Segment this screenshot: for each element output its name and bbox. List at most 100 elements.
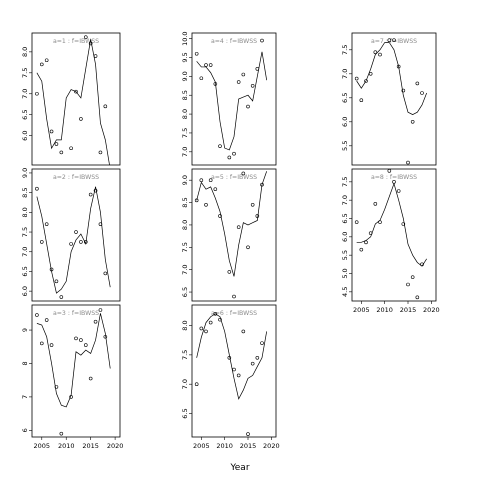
panel-3-data-point bbox=[74, 336, 78, 341]
panel-1-data-point bbox=[88, 41, 93, 46]
panel-1-y-tick-label: 6.5 bbox=[21, 110, 29, 120]
panel-8-y-tick-label: 7.0 bbox=[341, 195, 349, 205]
panel-4-data-point bbox=[194, 51, 199, 56]
panel-8-x-tick-label: 2015 bbox=[400, 306, 417, 314]
panel-8-data bbox=[354, 169, 427, 300]
panel-2-data-point bbox=[88, 192, 93, 197]
panel-5-data-point bbox=[218, 214, 222, 218]
panel-2-y-tick-label: 6.5 bbox=[21, 266, 29, 276]
panel-4-data-point bbox=[250, 84, 255, 88]
panel-6-data-point bbox=[213, 311, 218, 316]
panel-4-y-tick-label: 7.5 bbox=[181, 128, 189, 138]
panel-1: a=1 : f=IBWSS 6.0 6.5 7.0 7.5 8.0 bbox=[21, 32, 121, 166]
panel-3-data-point bbox=[59, 431, 64, 436]
panel-5-frame bbox=[191, 168, 277, 302]
panel-3-x-tick-label: 2010 bbox=[58, 442, 75, 450]
panel-1-data-point bbox=[59, 150, 64, 155]
panel-6-data-point bbox=[250, 361, 255, 366]
panel-4-y-tick-label: 10.0 bbox=[181, 31, 189, 45]
panel-7-data-point bbox=[387, 38, 392, 43]
panel-3-data-point bbox=[98, 308, 103, 312]
panel-3-y-tick-label: 7 bbox=[21, 395, 29, 399]
panel-6-frame bbox=[191, 304, 277, 438]
panel-5-data bbox=[194, 171, 268, 299]
panel-3-data-point bbox=[39, 341, 44, 346]
panel-5-data-point bbox=[250, 203, 255, 207]
panel-4-data-point bbox=[218, 144, 222, 148]
panel-1-data-point bbox=[74, 89, 78, 94]
panel-1-data-point bbox=[39, 62, 44, 67]
panel-1-y-tick-label: 6.0 bbox=[21, 130, 29, 140]
panel-5-data-point bbox=[232, 294, 236, 299]
panel-8-x-tick-label: 2005 bbox=[353, 306, 370, 314]
panel-1-y-tick-label: 7.5 bbox=[21, 68, 29, 78]
panel-1-title: a=1 : f=IBWSS bbox=[53, 38, 99, 45]
panel-3-x-tick-label: 2005 bbox=[34, 442, 51, 450]
panel-3-data-point bbox=[103, 334, 108, 339]
panel-1-data-point bbox=[79, 117, 83, 121]
panel-4-data-point bbox=[246, 104, 250, 109]
panel-2-data-point bbox=[103, 271, 108, 276]
panel-3-title: a=3 : f=IBWSS bbox=[53, 310, 99, 317]
panel-4-y-tick-label: 7.0 bbox=[181, 147, 189, 157]
panel-4-data-point bbox=[213, 82, 218, 86]
panel-2-fit-line bbox=[36, 186, 111, 294]
panel-8-data-point bbox=[392, 180, 396, 184]
panel-3-y-tick-label: 8 bbox=[21, 361, 29, 365]
panel-6-x-tick-label: 2005 bbox=[193, 442, 210, 450]
panel-2-data-point bbox=[93, 188, 98, 193]
panel-5: a=5 : f=IBWSS 6.5 7.0 7.5 8.0 8.5 9.0 bbox=[181, 168, 277, 302]
panel-2-y-tick-label: 8.5 bbox=[21, 187, 29, 197]
panel-4-data-point bbox=[260, 38, 264, 43]
panel-6-data-point bbox=[255, 355, 260, 360]
panel-3-y-tick-label: 6 bbox=[21, 428, 29, 432]
panel-7-y-tick-label: 6.5 bbox=[341, 93, 349, 103]
panel-8-frame bbox=[351, 168, 437, 302]
panel-8-x-tick-label: 2020 bbox=[423, 306, 440, 314]
panel-2-data-point bbox=[39, 240, 44, 244]
panel-8-data-point bbox=[410, 275, 415, 279]
panel-8-data-point bbox=[359, 247, 364, 252]
panel-1-data-point bbox=[35, 91, 39, 96]
panel-3-data-point bbox=[93, 319, 98, 324]
panel-3-data-point bbox=[83, 343, 88, 347]
panel-2-frame bbox=[31, 168, 121, 302]
panel-2-data-point bbox=[98, 222, 103, 226]
panel-3-data-point bbox=[79, 338, 83, 342]
panel-1-fit-line bbox=[36, 39, 110, 165]
panel-4-data-point bbox=[255, 67, 260, 71]
panel-7-data bbox=[354, 38, 427, 165]
panel-4-data bbox=[194, 38, 268, 160]
panel-4: a=4 : f=IBWSS 7.0 7.5 8.0 8.5 9.0 9.5 10.0 bbox=[181, 31, 277, 166]
panel-3: a=3 : f=IBWSS 6 7 8 9 2005 2010 2015 2020 bbox=[21, 304, 124, 450]
panel-2-y-tick-label: 8.0 bbox=[21, 207, 29, 217]
panel-3-data bbox=[35, 308, 111, 436]
panel-4-data-point bbox=[199, 76, 204, 81]
panel-3-frame bbox=[31, 304, 121, 438]
panel-5-fit-line bbox=[196, 171, 268, 277]
panel-3-y-tick-label: 9 bbox=[21, 328, 29, 332]
panel-8-data-point bbox=[373, 202, 378, 206]
panel-6-y-tick-label: 7.0 bbox=[181, 379, 189, 389]
panel-4-data-point bbox=[236, 80, 241, 84]
panel-7-y-tick-label: 7.0 bbox=[341, 69, 349, 79]
panel-6: a=6 : f=IBWSS 6.5 7.0 7.5 8.0 2005 2010 2015 202… bbox=[181, 304, 280, 450]
panel-7-y-tick-label: 5.5 bbox=[341, 141, 349, 151]
panel-3-fit-line bbox=[36, 313, 111, 408]
panel-7-data-point bbox=[364, 79, 368, 83]
panel-8-data-point bbox=[401, 222, 406, 226]
panel-1-y-tick-label: 7.0 bbox=[21, 89, 29, 99]
panel-3-x-tick-label: 2015 bbox=[82, 442, 99, 450]
panel-6-data-point bbox=[236, 373, 241, 378]
panel-2-data-point bbox=[74, 230, 78, 234]
panel-5-y-tick-label: 7.5 bbox=[181, 242, 189, 252]
panel-4-y-tick-label: 8.0 bbox=[181, 109, 189, 119]
panel-6-y-tick-label: 8.0 bbox=[181, 320, 189, 330]
panel-2-y-tick-label: 7.5 bbox=[21, 227, 29, 237]
panel-2-data-point bbox=[44, 222, 49, 226]
panel-6-fit-line bbox=[196, 313, 268, 400]
panel-5-data-point bbox=[260, 182, 264, 187]
panel-3-x-tick-label: 2020 bbox=[107, 442, 124, 450]
panel-6-data-point bbox=[232, 367, 236, 372]
